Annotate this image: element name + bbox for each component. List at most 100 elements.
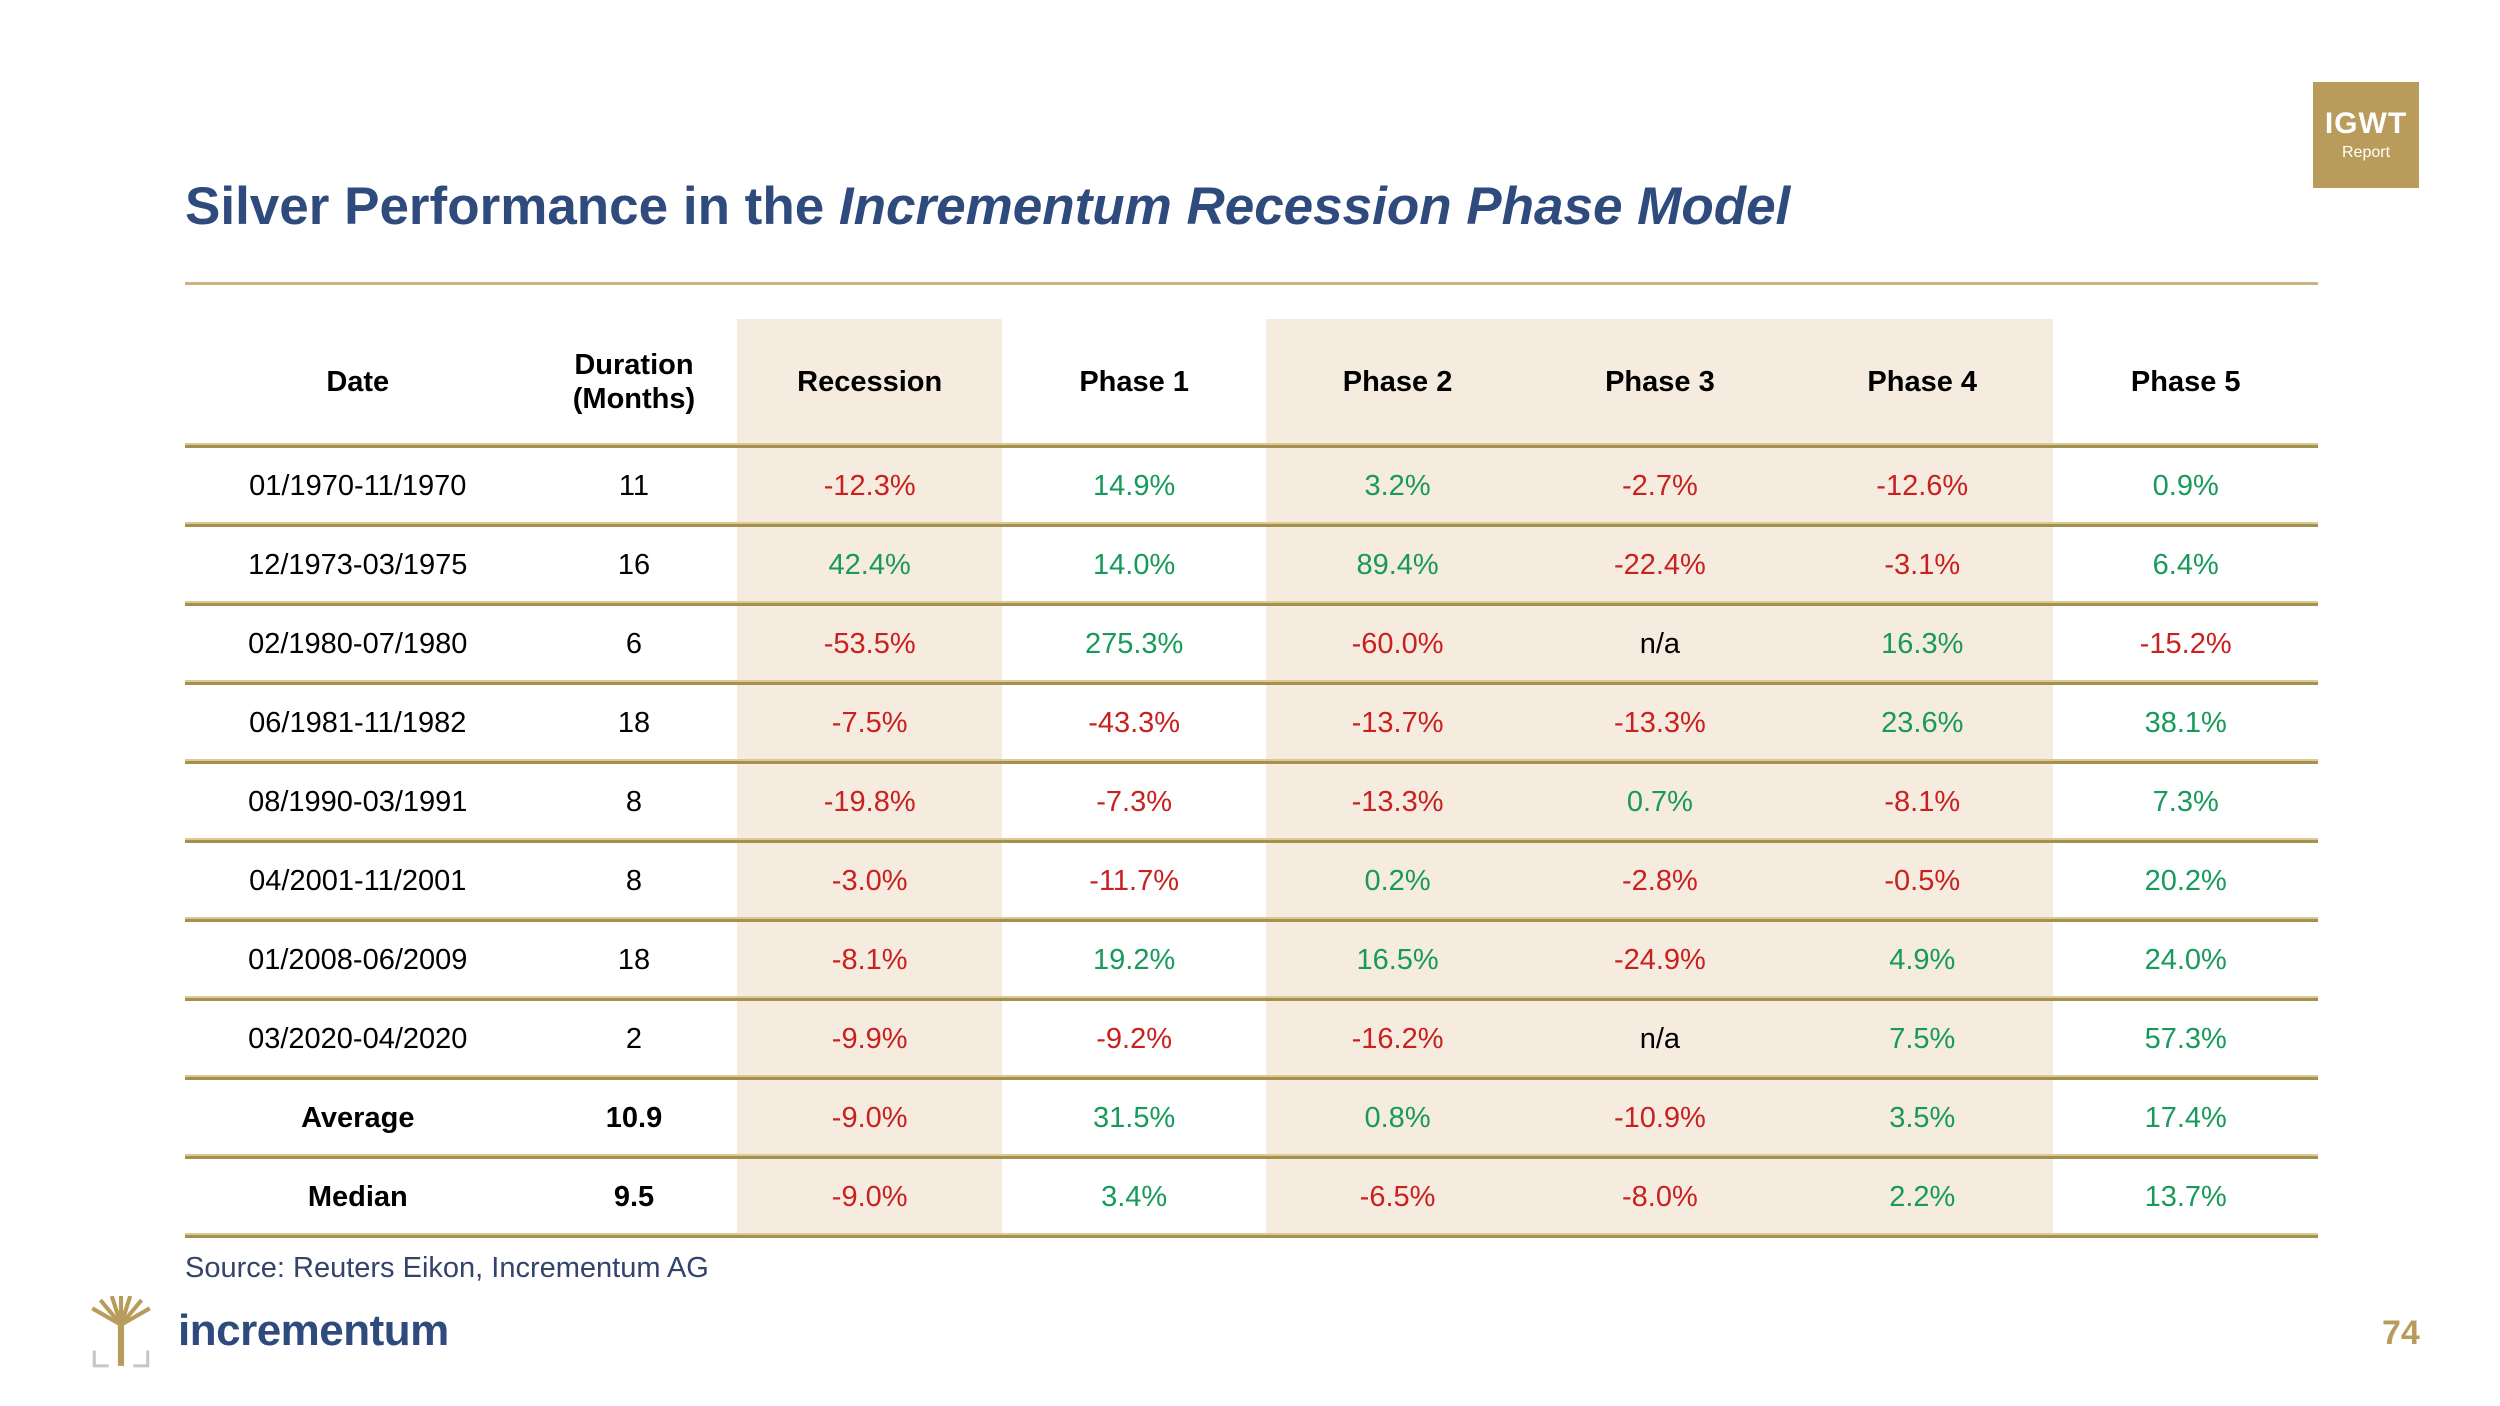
value-cell: -3.0% [737, 841, 1002, 922]
badge-title: IGWT [2324, 107, 2408, 140]
value-cell: -13.3% [1528, 683, 1792, 764]
date-cell: 12/1973-03/1975 [185, 525, 531, 606]
column-header: Phase 5 [2053, 319, 2318, 448]
value-cell: 31.5% [1001, 1078, 1267, 1159]
header-row: Date Duration (Months) Recession Phase 1 Pha… [185, 319, 2318, 448]
value-cell: -12.3% [737, 446, 1002, 527]
page-title-italic: Incrementum Recession Phase Model [838, 177, 1791, 236]
column-header: Recession [737, 319, 1002, 448]
date-cell: 01/2008-06/2009 [185, 920, 531, 1001]
date-cell: 06/1981-11/1982 [185, 683, 531, 764]
value-cell: n/a [1528, 999, 1792, 1080]
value-cell: 3.5% [1791, 1078, 2054, 1159]
duration-cell: 18 [530, 683, 738, 764]
table-row: 06/1981-11/1982 18 -7.5% -43.3% -13.7% -13.3%… [185, 683, 2318, 764]
performance-table: Date Duration (Months) Recession Phase 1 Pha… [185, 319, 2318, 1238]
value-cell: 16.3% [1791, 604, 2054, 685]
performance-table-wrapper: Date Duration (Months) Recession Phase 1 Pha… [185, 319, 2318, 1238]
value-cell: 19.2% [1001, 920, 1267, 1001]
value-cell: n/a [1528, 604, 1792, 685]
duration-cell: 8 [530, 762, 738, 843]
table-row: 03/2020-04/2020 2 -9.9% -9.2% -16.2% n/a 7.5% 5… [185, 999, 2318, 1080]
value-cell: -13.7% [1266, 683, 1529, 764]
value-cell: -8.0% [1528, 1157, 1792, 1238]
value-cell: 17.4% [2053, 1078, 2318, 1159]
value-cell: 13.7% [2053, 1157, 2318, 1238]
value-cell: -9.9% [737, 999, 1002, 1080]
value-cell: -8.1% [1791, 762, 2054, 843]
table-row: 01/1970-11/1970 11 -12.3% 14.9% 3.2% -2.7% -12… [185, 446, 2318, 527]
table-row: 08/1990-03/1991 8 -19.8% -7.3% -13.3% 0.7% -8.… [185, 762, 2318, 843]
value-cell: 4.9% [1791, 920, 2054, 1001]
value-cell: -3.1% [1791, 525, 2054, 606]
date-cell: 01/1970-11/1970 [185, 446, 531, 527]
value-cell: 275.3% [1001, 604, 1267, 685]
date-cell: Median [185, 1157, 531, 1238]
column-header: Phase 1 [1001, 319, 1267, 448]
duration-cell: 18 [530, 920, 738, 1001]
duration-cell: 6 [530, 604, 738, 685]
value-cell: -9.0% [737, 1078, 1002, 1159]
value-cell: 23.6% [1791, 683, 2054, 764]
summary-row: Median 9.5 -9.0% 3.4% -6.5% -8.0% 2.2% 13.7% [185, 1157, 2318, 1238]
value-cell: -0.5% [1791, 841, 2054, 922]
value-cell: -22.4% [1528, 525, 1792, 606]
date-cell: 03/2020-04/2020 [185, 999, 531, 1080]
value-cell: -7.5% [737, 683, 1002, 764]
column-header: Phase 2 [1266, 319, 1529, 448]
value-cell: 0.9% [2053, 446, 2318, 527]
value-cell: -16.2% [1266, 999, 1529, 1080]
badge-subtitle: Report [2341, 144, 2391, 161]
value-cell: 7.3% [2053, 762, 2318, 843]
value-cell: -60.0% [1266, 604, 1529, 685]
duration-cell: 11 [530, 446, 738, 527]
page-title: Silver Performance in the Incrementum Re… [185, 176, 2365, 238]
duration-cell: 2 [530, 999, 738, 1080]
summary-row: Average 10.9 -9.0% 31.5% 0.8% -10.9% 3.5% 17.4% [185, 1078, 2318, 1159]
page-number: 74 [2382, 1314, 2420, 1352]
value-cell: 14.9% [1001, 446, 1267, 527]
value-cell: -13.3% [1266, 762, 1529, 843]
table-row: 12/1973-03/1975 16 42.4% 14.0% 89.4% -22.4% -3… [185, 525, 2318, 606]
value-cell: -15.2% [2053, 604, 2318, 685]
igwt-report-badge: IGWT Report [2313, 82, 2419, 188]
value-cell: 7.5% [1791, 999, 2054, 1080]
incrementum-logo-text: incrementum [178, 1306, 449, 1355]
table-row: 04/2001-11/2001 8 -3.0% -11.7% 0.2% -2.8% -0.5… [185, 841, 2318, 922]
value-cell: 0.8% [1266, 1078, 1529, 1159]
value-cell: 16.5% [1266, 920, 1529, 1001]
duration-cell: 10.9 [530, 1078, 738, 1159]
table-row: 01/2008-06/2009 18 -8.1% 19.2% 16.5% -24.9% 4.… [185, 920, 2318, 1001]
column-header: Date [185, 319, 531, 448]
page-title-regular: Silver Performance in the [185, 177, 839, 236]
value-cell: -43.3% [1001, 683, 1267, 764]
column-header: Duration (Months) [530, 319, 738, 448]
value-cell: 2.2% [1791, 1157, 2054, 1238]
value-cell: 38.1% [2053, 683, 2318, 764]
source-note: Source: Reuters Eikon, Incrementum AG [185, 1252, 709, 1284]
value-cell: 24.0% [2053, 920, 2318, 1001]
value-cell: -53.5% [737, 604, 1002, 685]
value-cell: 3.2% [1266, 446, 1529, 527]
title-divider [185, 282, 2318, 285]
value-cell: -9.2% [1001, 999, 1267, 1080]
column-header: Phase 4 [1791, 319, 2054, 448]
date-cell: Average [185, 1078, 531, 1159]
value-cell: -10.9% [1528, 1078, 1792, 1159]
column-header: Phase 3 [1528, 319, 1792, 448]
date-cell: 08/1990-03/1991 [185, 762, 531, 843]
value-cell: 6.4% [2053, 525, 2318, 606]
value-cell: -11.7% [1001, 841, 1267, 922]
value-cell: -24.9% [1528, 920, 1792, 1001]
duration-cell: 16 [530, 525, 738, 606]
table-row: 02/1980-07/1980 6 -53.5% 275.3% -60.0% n/a 16.… [185, 604, 2318, 685]
date-cell: 02/1980-07/1980 [185, 604, 531, 685]
duration-cell: 8 [530, 841, 738, 922]
value-cell: 14.0% [1001, 525, 1267, 606]
value-cell: 0.7% [1528, 762, 1792, 843]
date-cell: 04/2001-11/2001 [185, 841, 531, 922]
table-header: Date Duration (Months) Recession Phase 1 Pha… [185, 319, 2318, 448]
value-cell: -8.1% [737, 920, 1002, 1001]
value-cell: 0.2% [1266, 841, 1529, 922]
value-cell: 3.4% [1001, 1157, 1267, 1238]
